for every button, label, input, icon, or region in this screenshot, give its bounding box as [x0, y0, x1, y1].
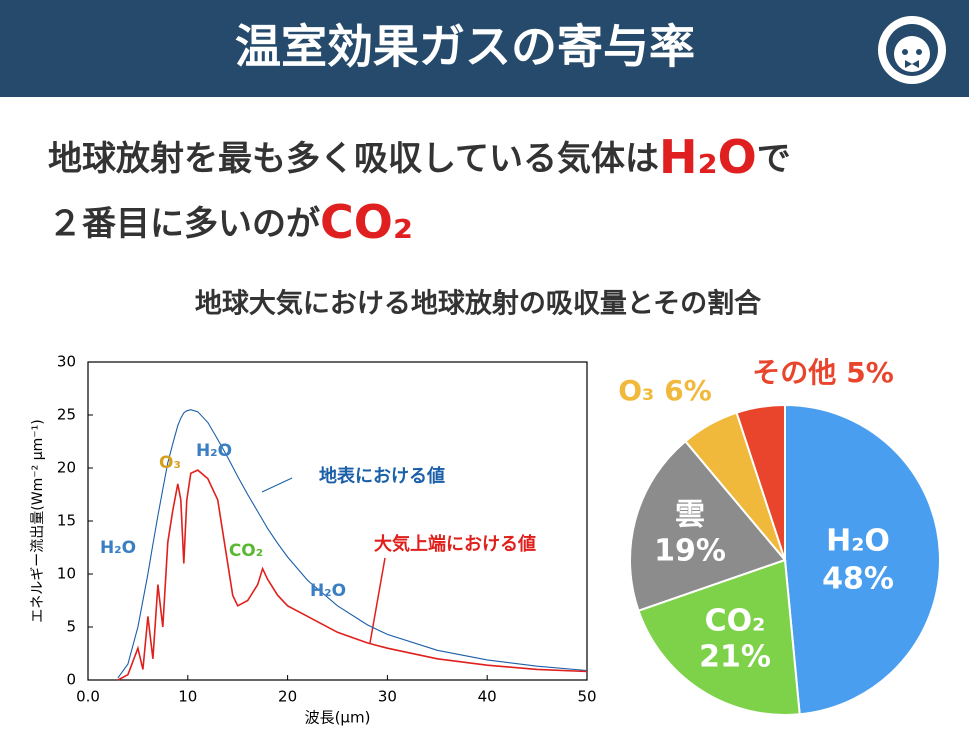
x-tick-label: 40 — [478, 688, 497, 706]
leader-line — [261, 477, 293, 493]
headline-text: 地球放射を最も多く吸収している気体は — [48, 139, 659, 179]
slice-label: H₂O — [826, 524, 890, 559]
headline-highlight: CO₂ — [320, 195, 413, 249]
x-axis-label: 波長(μm) — [305, 709, 371, 727]
headline-2: ２番目に多いのがCO₂ — [48, 195, 413, 249]
series-label: 地表における値 — [319, 465, 445, 487]
pie-slice — [629, 439, 787, 612]
annotation: CO₂ — [229, 541, 263, 561]
slice-label-outside: その他 5% — [752, 356, 894, 389]
slice-value: 6% — [664, 374, 712, 407]
leader-line — [369, 557, 386, 644]
pie-slice — [637, 558, 801, 716]
slice-value: 21% — [699, 640, 771, 675]
pie-slice — [784, 403, 941, 716]
annotation: H₂O — [196, 441, 232, 461]
subtitle: 地球大気における地球放射の吸収量とその割合 — [195, 288, 761, 320]
y-tick-label: 10 — [57, 565, 76, 583]
y-axis-label: エネルギー流出量(Wm⁻² μm⁻¹) — [30, 419, 46, 622]
y-tick-label: 0 — [66, 671, 76, 689]
x-tick-label: 0.0 — [76, 688, 100, 706]
x-tick-label: 50 — [577, 688, 596, 706]
slice-label-outside: O₃ 6% — [618, 374, 712, 407]
series-line — [117, 409, 588, 679]
y-tick-label: 20 — [57, 459, 76, 477]
annotation: H₂O — [310, 581, 346, 601]
slice-value: 19% — [654, 534, 726, 569]
slice-value: 5% — [846, 356, 894, 389]
slice-label: その他 — [752, 356, 836, 389]
headline-highlight: H₂O — [659, 130, 757, 184]
y-tick-label: 25 — [57, 406, 76, 424]
series-line — [117, 469, 588, 681]
x-tick-label: 20 — [278, 688, 297, 706]
header-bar — [0, 0, 969, 97]
y-tick-label: 30 — [57, 353, 76, 371]
logo-icon — [878, 16, 946, 84]
y-tick-label: 5 — [66, 618, 76, 636]
slice-value: 48% — [822, 562, 894, 597]
series-label: 大気上端における値 — [374, 533, 536, 555]
y-tick-label: 15 — [57, 512, 76, 530]
x-tick-label: 10 — [178, 688, 197, 706]
annotation: O₃ — [159, 453, 181, 473]
headline-1: 地球放射を最も多く吸収している気体はH₂Oで — [48, 130, 791, 184]
header-title: 温室効果ガスの寄与率 — [235, 20, 695, 74]
x-tick-label: 30 — [378, 688, 397, 706]
slice-label: 雲 — [675, 498, 705, 533]
slice-label: O₃ — [618, 374, 654, 407]
headline-text: で — [757, 139, 791, 179]
annotation: H₂O — [100, 538, 136, 558]
headline-text: ２番目に多いのが — [48, 204, 320, 244]
pie-slice — [735, 403, 786, 561]
slice-label: CO₂ — [705, 604, 766, 639]
